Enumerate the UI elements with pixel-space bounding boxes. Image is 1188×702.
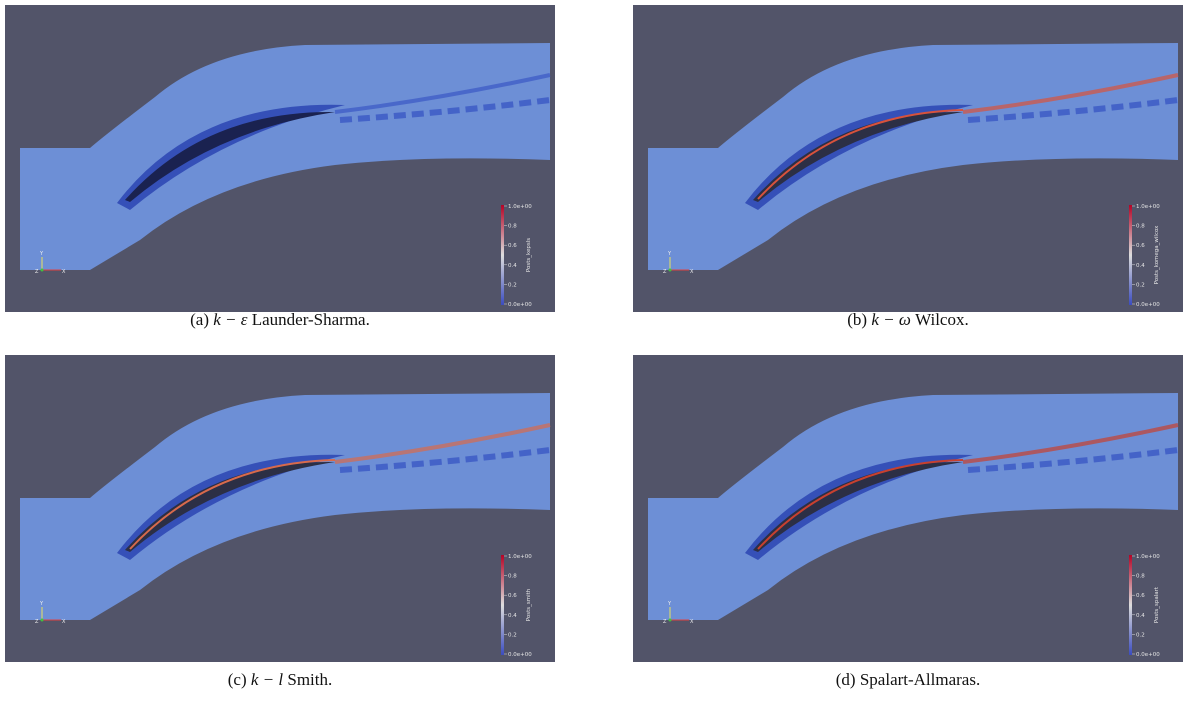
caption-math: k − ω: [871, 310, 911, 329]
colorbar: [501, 205, 504, 305]
caption-label: (c): [228, 670, 247, 689]
axis-z: [41, 619, 44, 622]
caption-label: (b): [847, 310, 867, 329]
axis-z: [669, 619, 672, 622]
axis-z: [669, 269, 672, 272]
colorbar-tick-label: 0.4: [508, 263, 517, 269]
colorbar-tick-label: 0.2: [508, 632, 517, 638]
colorbar-tick-label: 0.0e+00: [508, 652, 532, 658]
colorbar: [1129, 555, 1132, 655]
colorbar-tick-label: 0.8: [508, 224, 517, 230]
caption-text: Wilcox.: [915, 310, 969, 329]
axis-z: [41, 269, 44, 272]
colorbar-tick-label: 1.0e+00: [1136, 204, 1160, 210]
colorbar-tick-label: 1.0e+00: [508, 554, 532, 560]
caption-text: Launder-Sharma.: [252, 310, 370, 329]
colorbar-tick-label: 0.6: [1136, 243, 1145, 249]
caption: (d) Spalart-Allmaras.: [628, 670, 1188, 690]
colorbar-tick-label: 0.0e+00: [508, 302, 532, 308]
axis-label: X: [690, 269, 694, 275]
axis-label: X: [690, 619, 694, 625]
caption-label: (d): [836, 670, 856, 689]
colorbar-tick-label: 0.2: [508, 282, 517, 288]
colorbar-tick-label: 0.8: [1136, 574, 1145, 580]
colorbar-tick-label: 0.2: [1136, 632, 1145, 638]
colorbar-title: Posts_spalart: [1154, 586, 1160, 623]
colorbar-title: Posts_smith: [526, 588, 532, 621]
colorbar-tick-label: 0.6: [1136, 593, 1145, 599]
colorbar-tick-label: 1.0e+00: [508, 204, 532, 210]
colorbar: [501, 555, 504, 655]
colorbar: [1129, 205, 1132, 305]
colorbar-tick-label: 0.6: [508, 593, 517, 599]
caption: (b) k − ω Wilcox.: [628, 310, 1188, 330]
colorbar-tick-label: 0.0e+00: [1136, 302, 1160, 308]
caption-text: Smith.: [287, 670, 332, 689]
colorbar-tick-label: 0.2: [1136, 282, 1145, 288]
colorbar-tick-label: 0.4: [1136, 613, 1145, 619]
caption-text: Spalart-Allmaras.: [860, 670, 980, 689]
colorbar-title: Posts_komega_wilcox: [1154, 225, 1160, 285]
colorbar-tick-label: 0.0e+00: [1136, 652, 1160, 658]
caption-label: (a): [190, 310, 209, 329]
axis-label: Z: [35, 269, 39, 275]
caption-math: k − l: [251, 670, 283, 689]
axis-label: X: [62, 619, 66, 625]
colorbar-tick-label: 0.8: [1136, 224, 1145, 230]
figure: YZX1.0e+000.80.60.40.20.0e+00Posts_kepsl…: [0, 0, 1188, 702]
caption: (a) k − ε Launder-Sharma.: [0, 310, 560, 330]
axis-label: X: [62, 269, 66, 275]
axis-label: Z: [663, 619, 667, 625]
axis-label: Z: [663, 269, 667, 275]
caption-math: k − ε: [213, 310, 247, 329]
colorbar-tick-label: 1.0e+00: [1136, 554, 1160, 560]
axis-label: Z: [35, 619, 39, 625]
caption: (c) k − l Smith.: [0, 670, 560, 690]
colorbar-tick-label: 0.8: [508, 574, 517, 580]
colorbar-title: Posts_kepsls: [526, 238, 532, 272]
colorbar-tick-label: 0.4: [1136, 263, 1145, 269]
colorbar-tick-label: 0.6: [508, 243, 517, 249]
colorbar-tick-label: 0.4: [508, 613, 517, 619]
